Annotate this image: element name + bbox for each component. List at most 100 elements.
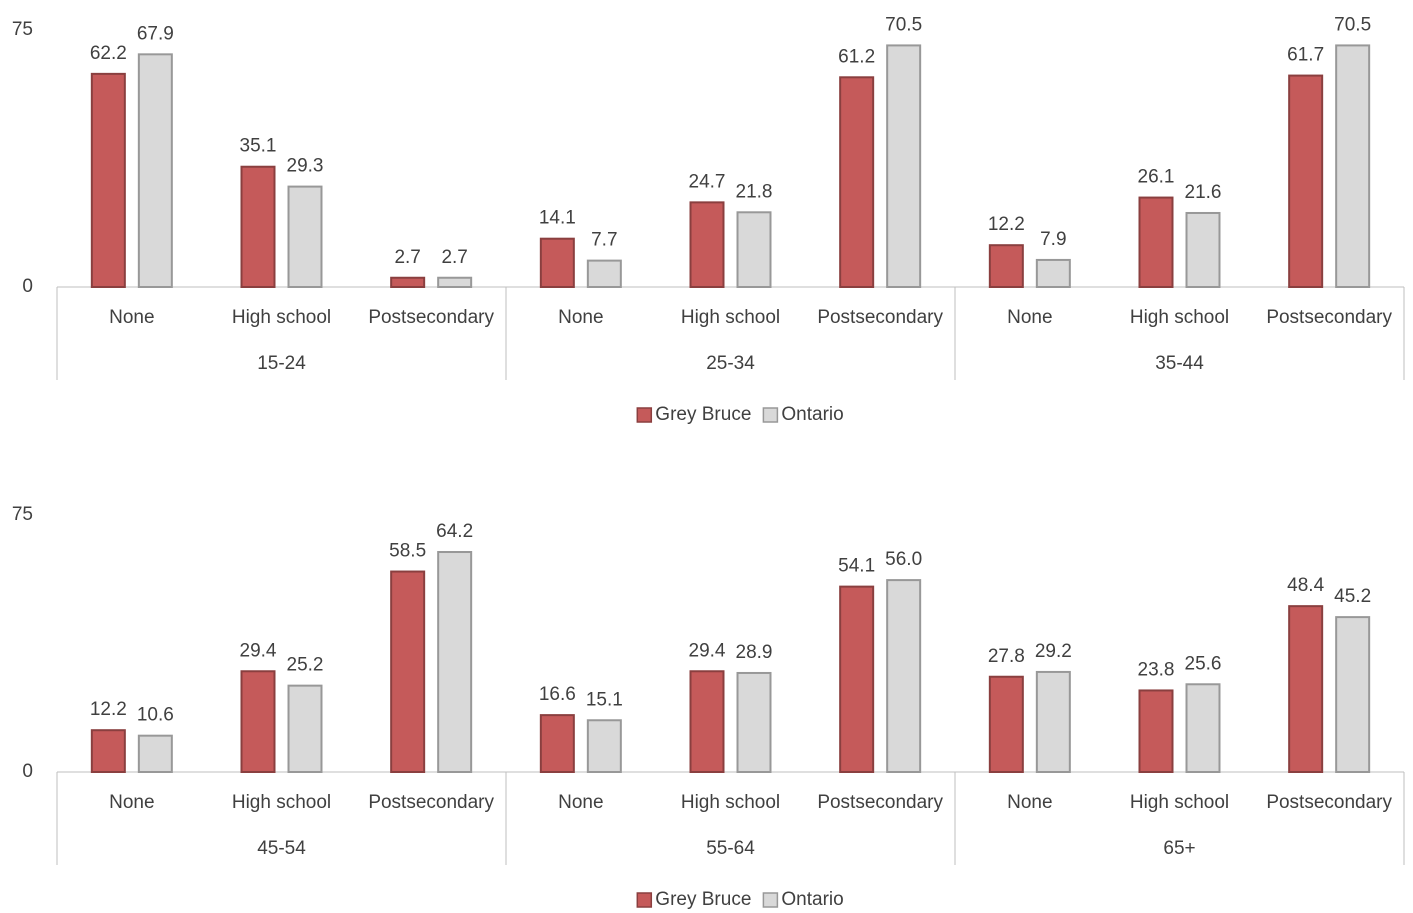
x-tick-label: Postsecondary: [817, 792, 943, 813]
x-tick-label: High school: [232, 307, 331, 328]
data-label: 2.7: [394, 247, 420, 268]
bar: [988, 244, 1024, 289]
data-label: 54.1: [838, 556, 875, 577]
legend-label: Grey Bruce: [655, 889, 751, 910]
group-label: 25-34: [706, 353, 755, 374]
data-label: 61.7: [1287, 45, 1324, 66]
bar: [1335, 44, 1371, 288]
legend-label: Ontario: [781, 889, 843, 910]
data-label: 14.1: [539, 208, 576, 229]
data-label: 29.3: [287, 156, 324, 177]
data-label: 21.8: [736, 181, 773, 202]
bar: [886, 579, 922, 773]
data-label: 45.2: [1334, 586, 1371, 607]
x-tick-label: High school: [232, 792, 331, 813]
x-tick-label: None: [1007, 792, 1052, 813]
x-tick-label: High school: [1130, 792, 1229, 813]
x-tick-label: High school: [681, 307, 780, 328]
x-tick-label: Postsecondary: [368, 792, 494, 813]
data-label: 48.4: [1287, 575, 1324, 596]
x-tick-label: Postsecondary: [1266, 792, 1392, 813]
bar: [240, 165, 276, 288]
data-label: 58.5: [389, 541, 426, 562]
data-label: 24.7: [689, 171, 726, 192]
data-label: 64.2: [436, 521, 473, 542]
bar: [886, 44, 922, 288]
bar: [1035, 258, 1071, 288]
bar: [988, 675, 1024, 773]
bar: [137, 53, 173, 289]
data-label: 10.6: [137, 705, 174, 726]
bar: [1288, 74, 1324, 289]
bar: [1288, 605, 1324, 773]
bar: [1185, 211, 1221, 288]
bar: [137, 734, 173, 774]
data-label: 56.0: [885, 549, 922, 570]
x-tick-label: None: [109, 792, 154, 813]
data-label: 7.7: [591, 230, 617, 251]
bar: [287, 185, 323, 288]
x-tick-label: Postsecondary: [368, 307, 494, 328]
data-label: 70.5: [1334, 14, 1371, 35]
group-label: 15-24: [257, 353, 306, 374]
legend-swatch: [762, 892, 779, 908]
legend-label: Grey Bruce: [655, 404, 751, 425]
data-label: 21.6: [1185, 182, 1222, 203]
bar: [539, 714, 575, 774]
group-label: 35-44: [1155, 353, 1204, 374]
x-tick-label: None: [1007, 307, 1052, 328]
data-label: 12.2: [90, 699, 127, 720]
data-label: 61.2: [838, 46, 875, 67]
bar: [437, 551, 473, 774]
x-tick-label: Postsecondary: [817, 307, 943, 328]
x-tick-label: High school: [681, 792, 780, 813]
bar: [1335, 616, 1371, 773]
bar: [390, 276, 426, 288]
legend-label: Ontario: [781, 404, 843, 425]
legend-swatch: [636, 892, 653, 908]
data-label: 29.2: [1035, 641, 1072, 662]
bar: [1138, 689, 1174, 773]
data-label: 70.5: [885, 14, 922, 35]
bar: [689, 201, 725, 288]
bar: [90, 729, 126, 774]
x-tick-label: None: [558, 792, 603, 813]
bar: [689, 670, 725, 773]
data-label: 62.2: [90, 43, 127, 64]
data-label: 27.8: [988, 646, 1025, 667]
bar: [586, 719, 622, 774]
data-label: 29.4: [240, 640, 277, 661]
data-label: 28.9: [736, 642, 773, 663]
bar: [240, 670, 276, 773]
x-tick-label: Postsecondary: [1266, 307, 1392, 328]
group-label: 65+: [1163, 838, 1195, 859]
bar: [736, 671, 772, 773]
x-tick-label: None: [558, 307, 603, 328]
data-label: 29.4: [689, 640, 726, 661]
data-label: 67.9: [137, 23, 174, 44]
legend-swatch: [762, 407, 779, 423]
data-label: 25.6: [1185, 653, 1222, 674]
y-tick-label: 75: [12, 504, 33, 525]
bar: [390, 570, 426, 774]
data-label: 12.2: [988, 214, 1025, 235]
bar: [287, 684, 323, 773]
data-label: 16.6: [539, 684, 576, 705]
chart: 0 75 45-54 55-64 65+ None 12.2 10.6 High school 2…: [12, 504, 1405, 910]
bar: [839, 76, 875, 289]
bar: [1035, 670, 1071, 773]
y-tick-label: 0: [22, 276, 33, 297]
chart: 0 75 15-24 25-34 35-44 None 62.2 67.9 High schoo…: [12, 14, 1405, 425]
bar: [90, 72, 126, 289]
data-label: 2.7: [441, 247, 467, 268]
bar: [437, 276, 473, 288]
bar: [736, 211, 772, 288]
group-label: 45-54: [257, 838, 306, 859]
y-tick-label: 0: [22, 761, 33, 782]
bar: [839, 585, 875, 773]
data-label: 15.1: [586, 689, 623, 710]
bar: [1138, 196, 1174, 288]
bar: [1185, 683, 1221, 773]
data-label: 26.1: [1138, 167, 1175, 188]
data-label: 23.8: [1138, 659, 1175, 680]
